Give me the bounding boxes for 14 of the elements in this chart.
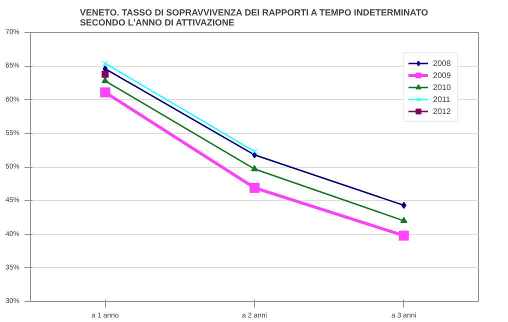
point: [251, 165, 258, 172]
point: [400, 216, 408, 224]
point: [398, 230, 409, 241]
point: [250, 182, 260, 193]
legend-label: 2012: [433, 106, 452, 117]
legend-label: 2009: [433, 70, 452, 81]
legend-label: 2008: [433, 58, 452, 69]
point: [100, 87, 110, 98]
legend-label: 2011: [433, 94, 452, 105]
point: [102, 70, 109, 78]
point: [401, 202, 406, 209]
legend-label: 2010: [433, 82, 452, 93]
chart-title: VENETO. TASSO DI SOPRAVVIVENZA DEI RAPPORTI A TEMPO INDETERMINATO SECONDO L'ANNO DI ATTIVAZIONE: [80, 8, 428, 28]
point: [102, 76, 109, 84]
